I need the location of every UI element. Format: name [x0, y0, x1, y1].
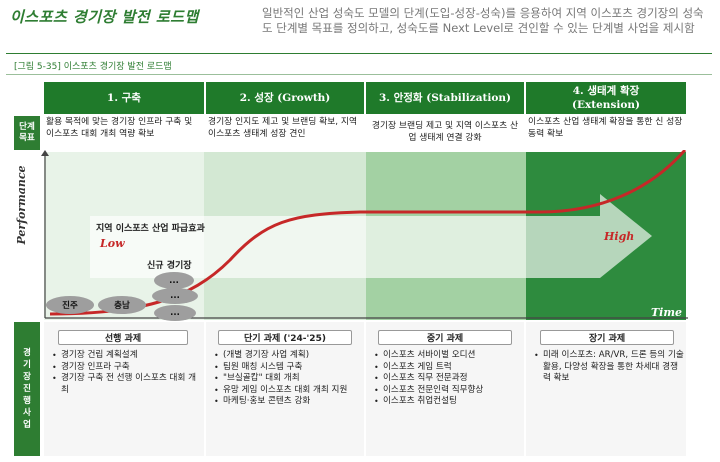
- stage-header-2: 2. 성장 (Growth): [206, 82, 364, 114]
- side-label-tasks-text: 경기장 진행사업: [23, 348, 31, 430]
- task-item: 미래 이스포츠: AR/VR, 드론 등의 기술 활용, 다양성 확장을 통한 …: [534, 350, 684, 385]
- task-item: 이스포츠 전문인력 직무향상: [374, 385, 522, 397]
- stage-header-1: 1. 구축: [44, 82, 204, 114]
- task-item: 경기장 구축 전 선행 이스포츠 대회 개최: [52, 373, 202, 396]
- task-list-4: 미래 이스포츠: AR/VR, 드론 등의 기술 활용, 다양성 확장을 통한 …: [534, 350, 684, 385]
- task-title-3: 중기 과제: [378, 330, 512, 345]
- header-divider: [6, 53, 712, 54]
- task-item: 경기장 건립 계획설계: [52, 350, 202, 362]
- growth-arrow: [90, 194, 652, 278]
- stage-header-4: 4. 생태계 확장 (Extension): [526, 82, 686, 114]
- task-title-4: 장기 과제: [540, 330, 674, 345]
- stadium-new-1-label: ...: [169, 275, 179, 286]
- stage-header-3: 3. 안정화 (Stabilization): [366, 82, 524, 114]
- side-label-goal-text: 단계 목표: [19, 122, 35, 143]
- page-title: 이스포츠 경기장 발전 로드맵: [10, 8, 199, 26]
- stage-4-goal: 이스포츠 산업 생태계 확장을 통한 신 성장동력 확보: [528, 117, 683, 139]
- stage-2-title: 2. 성장 (Growth): [239, 92, 331, 104]
- task-item: "브실골캅" 대회 개최: [214, 373, 362, 385]
- effect-label: 지역 이스포츠 산업 파급효과: [96, 224, 205, 234]
- task-item: 경기장 인프라 구축: [52, 362, 202, 374]
- performance-chart: [41, 150, 688, 319]
- stadium-chungnam-label: 충남: [114, 301, 130, 311]
- low-label: Low: [100, 237, 125, 250]
- stage-1-title: 1. 구축: [107, 92, 141, 104]
- new-stadium-label: 신규 경기장: [147, 261, 192, 271]
- task-item: 이스포츠 취업컨설팅: [374, 396, 522, 408]
- stadium-new-1: ...: [154, 272, 194, 289]
- stadium-new-2-label: ...: [170, 291, 180, 301]
- task-item: 팀원 매칭 시스템 구축: [214, 362, 362, 374]
- task-title-1: 선행 과제: [58, 330, 188, 345]
- stadium-new-3: ...: [154, 305, 196, 321]
- task-item: 이스포츠 직무 전문과정: [374, 373, 522, 385]
- stage-1-goal: 활용 목적에 맞는 경기장 인프라 구축 및 이스포츠 대회 개최 역량 확보: [46, 117, 193, 139]
- maturity-curve: [49, 150, 687, 316]
- stage-2-goal: 경기장 인지도 제고 및 브랜딩 확보, 지역 이스포츠 생태계 성장 견인: [208, 117, 358, 139]
- figure-divider: [6, 74, 712, 75]
- stage-3-goal: 경기장 브랜딩 제고 및 지역 이스포츠 산업 생태계 연결 강화: [371, 121, 519, 143]
- stadium-new-3-label: ...: [170, 308, 180, 318]
- task-item: 이스포츠 서바이벌 오디션: [374, 350, 522, 362]
- stage-4-title: 4. 생태계 확장: [572, 85, 640, 97]
- task-list-2: (개별 경기장 사업 계획) 팀원 매칭 시스템 구축 "브실골캅" 대회 개최…: [214, 350, 362, 408]
- figure-caption: [그림 5-35] 이스포츠 경기장 발전 로드맵: [14, 62, 172, 72]
- stadium-jinju-label: 진주: [62, 301, 78, 311]
- y-axis-arrowhead: [41, 150, 49, 156]
- side-label-tasks: 경기장 진행사업: [14, 322, 40, 456]
- x-axis-label: Time: [651, 306, 683, 319]
- task-title-2: 단기 과제 ('24-'25): [218, 330, 352, 345]
- stage-4-subtitle: (Extension): [572, 99, 640, 111]
- y-axis-label: Performance: [15, 165, 28, 245]
- task-item: 이스포츠 게임 트럭: [374, 362, 522, 374]
- task-item: (개별 경기장 사업 계획): [214, 350, 362, 362]
- task-item: 유망 게임 이스포츠 대회 개최 지원: [214, 385, 362, 397]
- stadium-new-2: ...: [152, 288, 198, 304]
- page-description: 일반적인 산업 성숙도 모델의 단계(도입-성장-성숙)를 응용하여 지역 이스…: [262, 6, 704, 35]
- stadium-chungnam: 충남: [98, 296, 146, 314]
- stadium-jinju: 진주: [46, 296, 94, 314]
- svg-text:Performance: Performance: [15, 165, 28, 245]
- task-item: 마케팅·홍보 콘텐츠 강화: [214, 396, 362, 408]
- side-label-goal: 단계 목표: [14, 116, 40, 150]
- high-label: High: [604, 230, 635, 243]
- task-list-3: 이스포츠 서바이벌 오디션 이스포츠 게임 트럭 이스포츠 직무 전문과정 이스…: [374, 350, 522, 408]
- stage-3-title: 3. 안정화 (Stabilization): [379, 92, 511, 104]
- task-list-1: 경기장 건립 계획설계 경기장 인프라 구축 경기장 구축 전 선행 이스포츠 …: [52, 350, 202, 396]
